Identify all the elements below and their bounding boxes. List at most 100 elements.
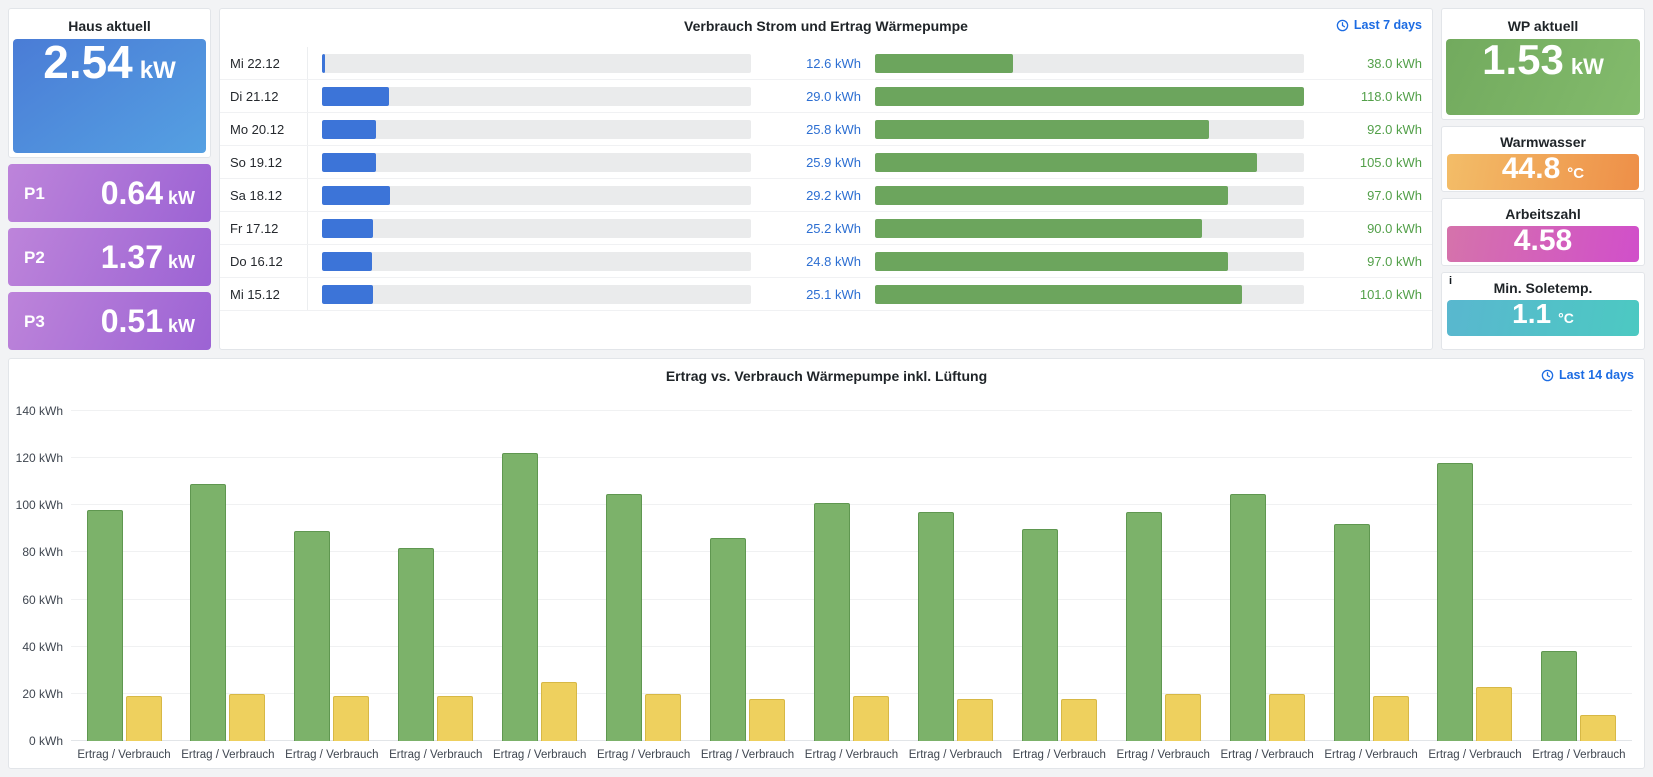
strom-value: 25.8 kWh [806, 121, 861, 137]
verbrauch-bar [1060, 698, 1097, 741]
panel-wp-aktuell: WP aktuell 1.53 kW [1441, 8, 1645, 120]
stat-unit: kW [168, 252, 195, 272]
panel-title[interactable]: Min. Soletemp. [1493, 280, 1593, 296]
ertrag-bar [294, 531, 331, 741]
strom-gauge-track [322, 185, 751, 205]
strom-gauge-bar [322, 119, 376, 139]
time-range-control[interactable]: Last 7 days [1336, 18, 1422, 32]
panel-title[interactable]: Arbeitszahl [1505, 206, 1581, 222]
y-axis: 0 kWh 20 kWh 40 kWh 60 kWh 80 kWh 100 kWh 120 … [16, 404, 71, 748]
ertrag-gauge-track [875, 53, 1304, 73]
bar-chart: 0 kWh 20 kWh 40 kWh 60 kWh 80 kWh 100 kWh 120 … [16, 404, 1632, 761]
phase-label: P2 [24, 247, 45, 267]
y-axis-tick-label: 20 kWh [22, 686, 63, 701]
p2-power-tile: P2 1.37 kW [8, 228, 211, 286]
gridline [71, 457, 1632, 459]
ertrag-gauge-bar [875, 284, 1243, 304]
p3-power-tile: P3 0.51 kW [8, 292, 211, 350]
ertrag-bar [917, 512, 954, 741]
panel-title[interactable]: Verbrauch Strom und Ertrag Wärmepumpe [684, 18, 968, 34]
panel-title[interactable]: Ertrag vs. Verbrauch Wärmepumpe inkl. Lü… [665, 368, 988, 384]
bar-group [177, 411, 279, 741]
strom-gauge-track [322, 86, 751, 106]
panel-title[interactable]: Haus aktuell [68, 18, 151, 34]
y-axis-tick-label: 60 kWh [22, 592, 63, 607]
ertrag-gauge-bar [875, 185, 1228, 205]
bar-groups [71, 411, 1632, 741]
x-axis-label: Ertrag / Verbrauch [389, 749, 483, 761]
gauge-table-row: Mo 20.12 25.8 kWh 92.0 kWh [220, 113, 1432, 146]
ertrag-bar [1021, 528, 1058, 741]
dashboard-top-row: Haus aktuell 2.54 kW P1 0.64 kW P2 1.37 … [8, 8, 1645, 350]
gauge-table-row: Do 16.12 24.8 kWh 97.0 kWh [220, 245, 1432, 278]
bar-group [1008, 411, 1110, 741]
ertrag-bar [1437, 462, 1474, 741]
verbrauch-bar [1164, 693, 1201, 741]
gauge-row-date: Mi 15.12 [220, 278, 308, 310]
panel-title[interactable]: WP aktuell [1507, 18, 1579, 34]
stat-value: 0.51 [100, 303, 163, 339]
stat-value: 1.1 [1512, 298, 1552, 330]
gridline [71, 551, 1632, 553]
strom-value: 29.2 kWh [806, 187, 861, 203]
phase-label: P1 [24, 183, 45, 203]
x-axis-label: Ertrag / Verbrauch [1220, 749, 1314, 761]
y-axis-tick-label: 140 kWh [15, 404, 63, 418]
x-axis-label: Ertrag / Verbrauch [493, 749, 587, 761]
strom-value: 12.6 kWh [806, 55, 861, 71]
gauge-table-row: So 19.12 25.9 kWh 105.0 kWh [220, 146, 1432, 179]
bar-group [281, 411, 383, 741]
gridline [71, 645, 1632, 647]
ertrag-gauge-track [875, 86, 1304, 106]
time-range-label: Last 14 days [1558, 368, 1634, 382]
ertrag-bar [813, 502, 850, 741]
panel-ertrag-vs-verbrauch: Ertrag vs. Verbrauch Wärmepumpe inkl. Lü… [8, 358, 1645, 769]
x-axis-labels: Ertrag / Verbrauch Ertrag / Verbrauch Ertr… [71, 741, 1632, 761]
info-icon[interactable]: i [1449, 275, 1453, 287]
ertrag-gauge-track [875, 284, 1304, 304]
bar-group [73, 411, 175, 741]
gauge-table-row: Mi 22.12 12.6 kWh 38.0 kWh [220, 47, 1432, 80]
panel-warmwasser: Warmwasser 44.8 °C [1441, 126, 1645, 192]
x-axis-label: Ertrag / Verbrauch [908, 749, 1003, 761]
stat-unit: °C [1558, 310, 1574, 327]
verbrauch-bar [437, 696, 474, 741]
stat-value: 4.58 [1513, 224, 1573, 258]
x-axis-label: Ertrag / Verbrauch [804, 749, 899, 761]
strom-gauge-bar [322, 284, 373, 304]
bar-group [1320, 411, 1422, 741]
verbrauch-bar [1372, 696, 1409, 741]
x-axis-label: Ertrag / Verbrauch [181, 749, 275, 761]
ertrag-value: 105.0 kWh [1359, 154, 1422, 170]
verbrauch-bar [1580, 715, 1617, 741]
p1-power-tile: P1 0.64 kW [8, 164, 211, 222]
bar-group [800, 411, 902, 741]
strom-value: 25.9 kWh [806, 154, 861, 170]
verbrauch-bar [1476, 686, 1513, 741]
ertrag-gauge-bar [875, 152, 1257, 172]
verbrauch-bar [333, 696, 370, 741]
strom-gauge-track [322, 152, 751, 172]
gauge-row-date: Do 16.12 [220, 245, 308, 277]
stat-unit: kW [139, 57, 176, 85]
panel-title[interactable]: Warmwasser [1500, 134, 1586, 150]
ertrag-gauge-track [875, 152, 1304, 172]
stat-value: 1.37 [100, 239, 163, 275]
time-range-control[interactable]: Last 14 days [1541, 368, 1634, 382]
verbrauch-bar [749, 698, 786, 741]
strom-gauge-track [322, 251, 751, 271]
strom-gauge-bar [322, 251, 372, 271]
gauge-row-date: Mo 20.12 [220, 113, 308, 145]
ertrag-value: 101.0 kWh [1359, 286, 1422, 302]
strom-value: 29.0 kWh [806, 88, 861, 104]
gauge-row-date: Fr 17.12 [220, 212, 308, 244]
x-axis-label: Ertrag / Verbrauch [1532, 749, 1626, 761]
ertrag-bar [606, 493, 643, 741]
verbrauch-bar [541, 682, 578, 741]
x-axis-label: Ertrag / Verbrauch [77, 749, 171, 761]
strom-gauge-track [322, 218, 751, 238]
gridline [71, 410, 1632, 411]
stat-unit: kW [168, 316, 195, 336]
plot-area [71, 410, 1632, 741]
gauge-row-date: Di 21.12 [220, 80, 308, 112]
